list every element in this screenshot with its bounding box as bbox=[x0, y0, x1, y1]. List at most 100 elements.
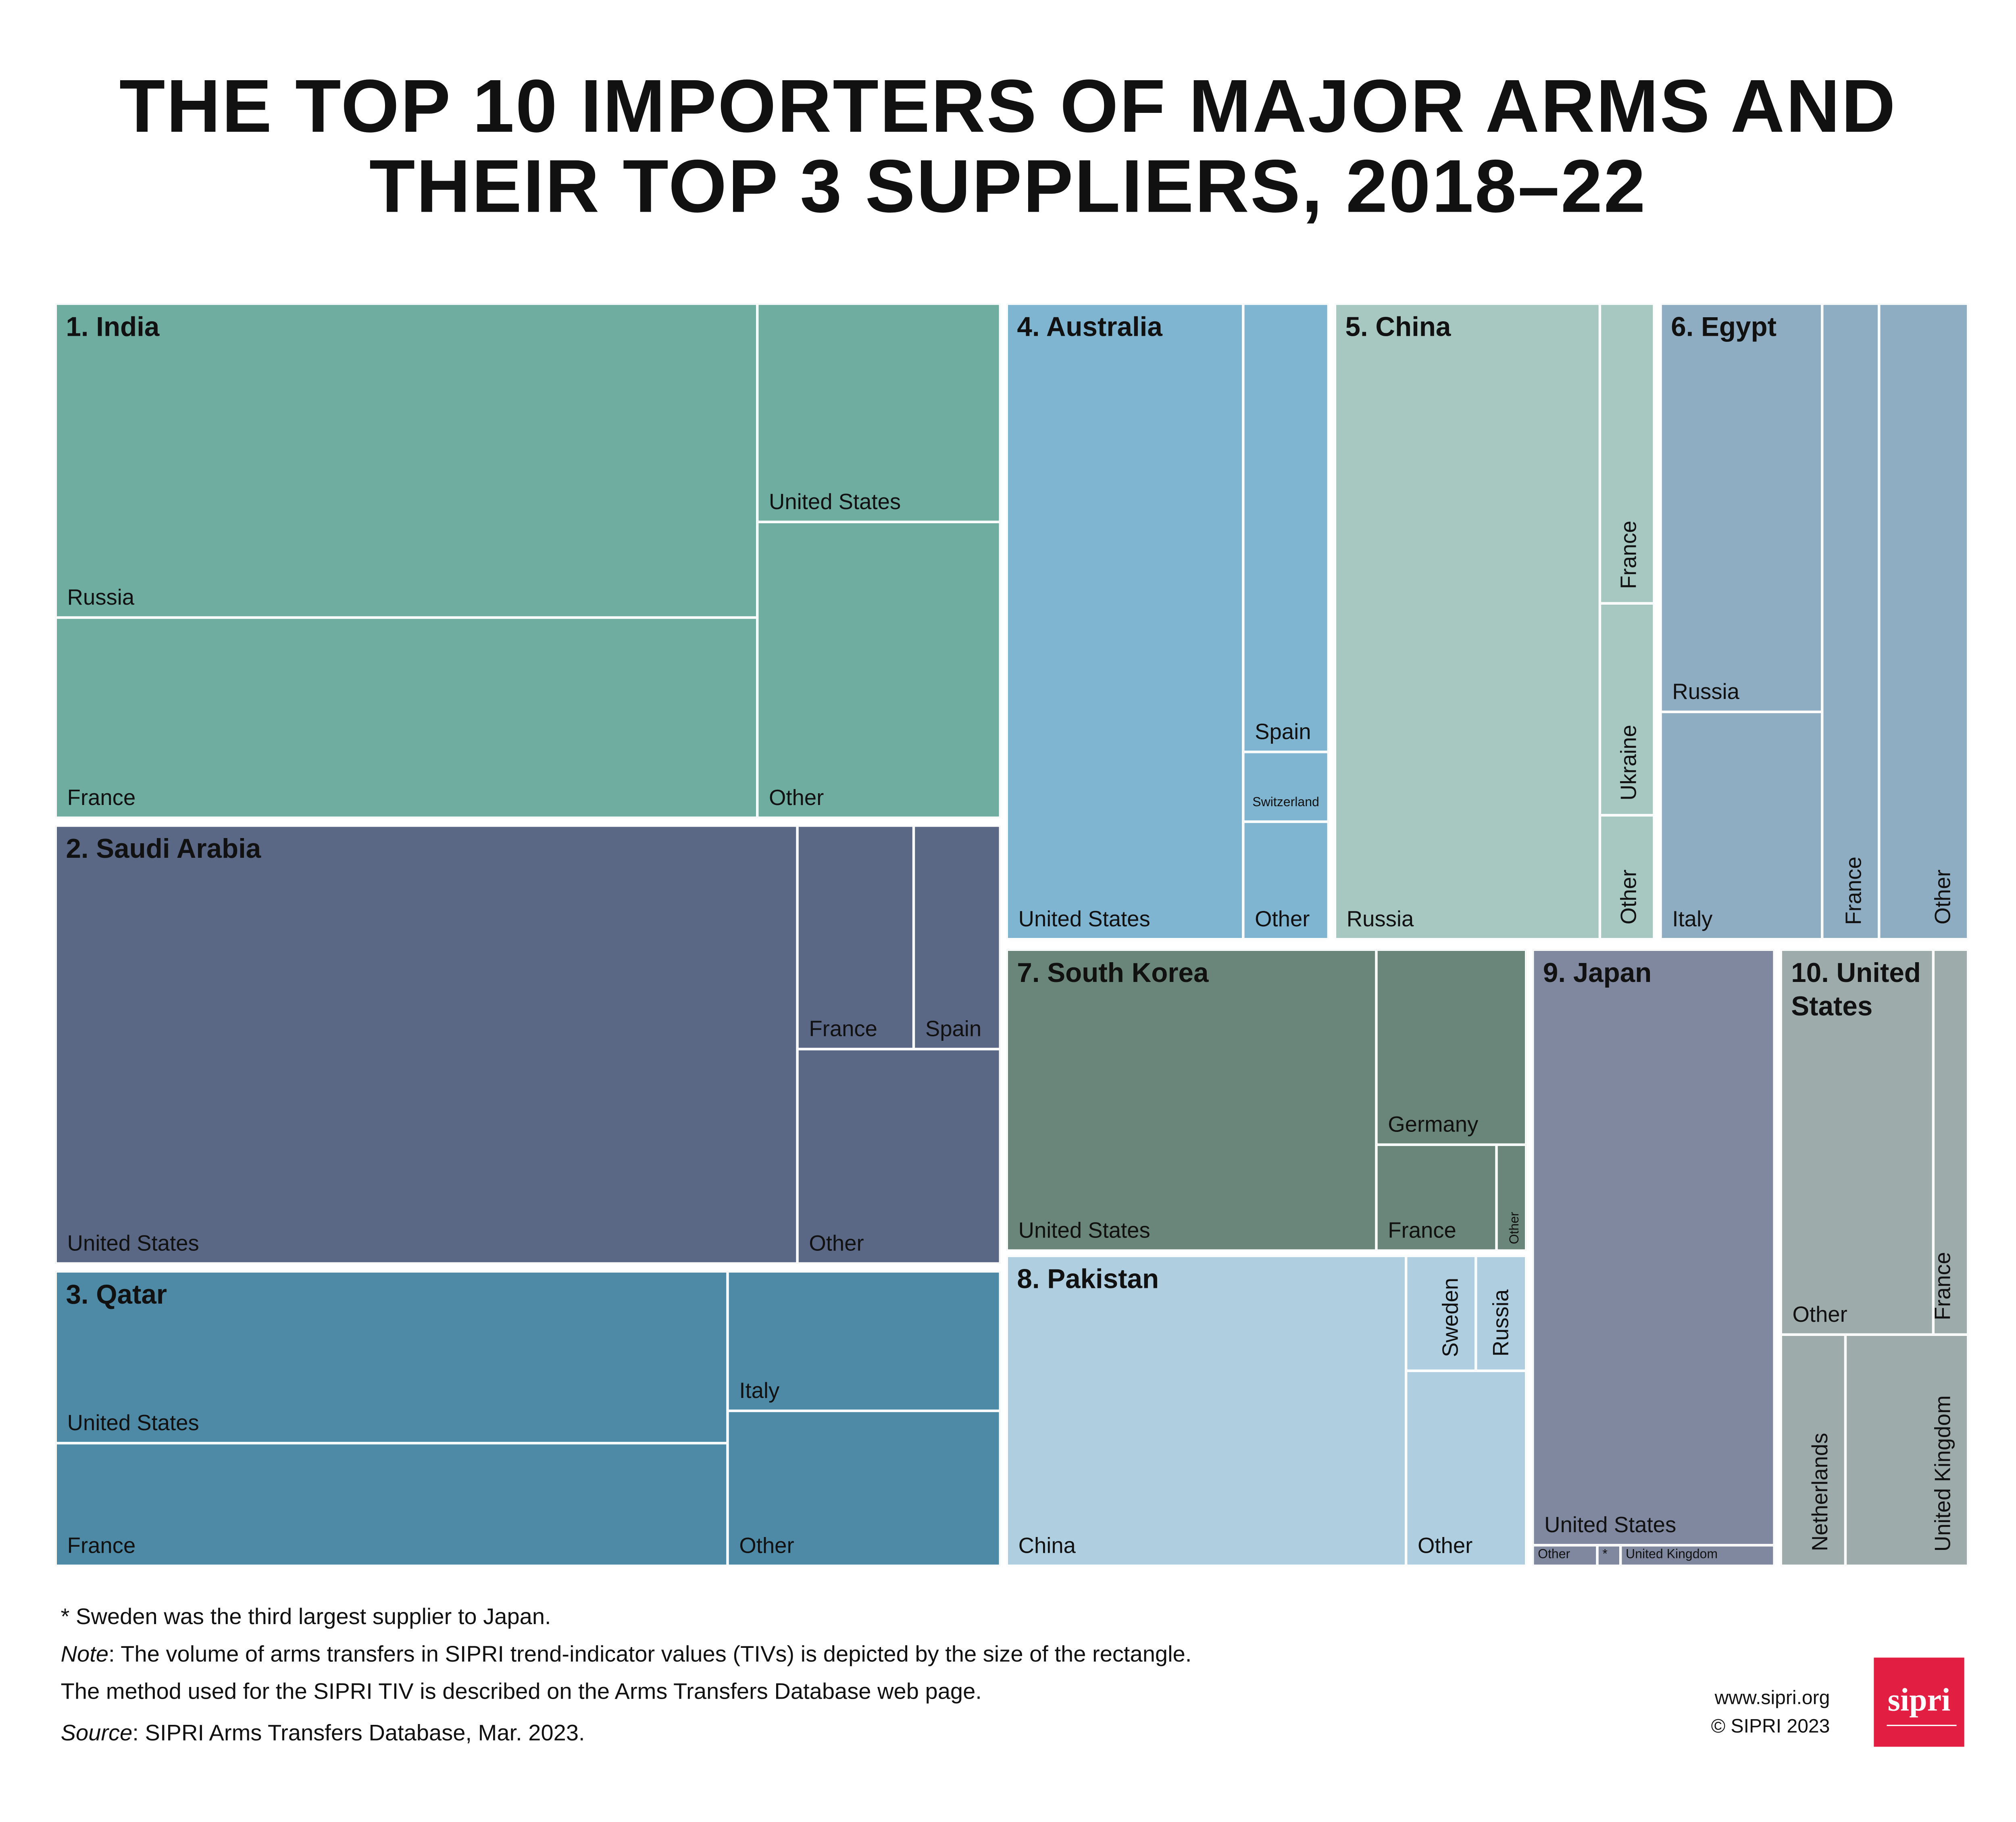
source-label: Source bbox=[60, 1719, 133, 1746]
supplier-label: Russia bbox=[1489, 1289, 1514, 1357]
sipri-logo: sipri bbox=[1874, 1658, 1964, 1747]
supplier-label: Other bbox=[1792, 1302, 1847, 1327]
importer-label: 2. Saudi Arabia bbox=[66, 834, 261, 865]
supplier-label: Russia bbox=[1346, 907, 1414, 932]
supplier-label: Italy bbox=[739, 1378, 780, 1403]
importer-label: 7. South Korea bbox=[1017, 959, 1209, 988]
source-line: Source: SIPRI Arms Transfers Database, M… bbox=[61, 1720, 585, 1747]
treemap-cell: France bbox=[55, 618, 758, 818]
importer-label: 10. United States bbox=[1791, 959, 1921, 1022]
treemap-cell: United States bbox=[1533, 949, 1774, 1545]
note-label: Note bbox=[60, 1641, 109, 1667]
supplier-label: Switzerland bbox=[1252, 796, 1319, 810]
website: www.sipri.org bbox=[1714, 1687, 1830, 1710]
supplier-label: Italy bbox=[1672, 907, 1713, 932]
supplier-label: Other bbox=[1255, 907, 1310, 932]
treemap-cell: Other bbox=[1496, 1144, 1527, 1251]
supplier-label: Other bbox=[1931, 870, 1956, 925]
treemap-cell: Spain bbox=[1243, 304, 1329, 752]
supplier-label: Spain bbox=[1255, 720, 1311, 745]
importer-label: 5. China bbox=[1345, 312, 1451, 343]
treemap-cell: Italy bbox=[1660, 712, 1822, 940]
source-text: : SIPRI Arms Transfers Database, Mar. 20… bbox=[132, 1719, 585, 1746]
asterisk-note: * Sweden was the third largest supplier … bbox=[60, 1603, 551, 1629]
supplier-label: United States bbox=[769, 489, 901, 514]
treemap-cell: France bbox=[1376, 1144, 1497, 1251]
supplier-label: * bbox=[1602, 1547, 1608, 1562]
supplier-label: United States bbox=[67, 1410, 199, 1435]
supplier-label: Other bbox=[1508, 1212, 1522, 1244]
treemap-cell: United States bbox=[1006, 304, 1243, 940]
supplier-label: Ukraine bbox=[1616, 725, 1641, 801]
treemap-cell: France bbox=[797, 826, 914, 1049]
treemap-cell: Russia bbox=[1335, 304, 1600, 940]
treemap-cell: France bbox=[1822, 304, 1879, 940]
note-text: : The volume of arms transfers in SIPRI … bbox=[108, 1641, 1192, 1667]
supplier-label: United Kingdom bbox=[1931, 1395, 1956, 1552]
treemap-cell: Other bbox=[1533, 1545, 1597, 1566]
treemap-cell: Ukraine bbox=[1599, 603, 1654, 815]
supplier-label: France bbox=[1616, 520, 1641, 589]
treemap-cell: Other bbox=[727, 1410, 1000, 1566]
supplier-label: Other bbox=[769, 785, 824, 810]
treemap-cell: France bbox=[55, 1443, 728, 1566]
treemap-cell: Other bbox=[1781, 949, 1933, 1335]
supplier-label: Russia bbox=[67, 585, 135, 610]
supplier-label: France bbox=[1931, 1252, 1956, 1321]
supplier-label: Other bbox=[809, 1231, 864, 1256]
treemap-cell: United Kingdom bbox=[1845, 1334, 1968, 1566]
treemap-cell: * bbox=[1597, 1545, 1621, 1566]
treemap-cell: France bbox=[1931, 949, 1968, 1335]
supplier-label: Other bbox=[739, 1533, 794, 1558]
supplier-label: Russia bbox=[1672, 679, 1739, 704]
importer-label: 9. Japan bbox=[1543, 959, 1652, 988]
treemap-cell: Other bbox=[1599, 815, 1654, 940]
treemap-cell: United States bbox=[757, 304, 1000, 522]
treemap-cell: Netherlands bbox=[1781, 1334, 1845, 1566]
supplier-label: United States bbox=[1018, 1218, 1150, 1243]
title-line-1: THE TOP 10 IMPORTERS OF MAJOR ARMS AND bbox=[119, 64, 1897, 149]
supplier-label: France bbox=[1388, 1218, 1456, 1243]
importer-label: 8. Pakistan bbox=[1017, 1265, 1159, 1295]
treemap-cell: China bbox=[1006, 1256, 1406, 1566]
supplier-label: Netherlands bbox=[1808, 1433, 1833, 1552]
importer-label: 4. Australia bbox=[1017, 312, 1162, 343]
treemap-cell: France bbox=[1599, 304, 1654, 603]
copyright: © SIPRI 2023 bbox=[1711, 1716, 1830, 1738]
treemap-cell: Other bbox=[757, 522, 1000, 818]
supplier-label: United Kingdom bbox=[1626, 1547, 1718, 1562]
treemap-cell: Russia bbox=[1476, 1256, 1527, 1371]
treemap-cell: Switzerland bbox=[1243, 752, 1329, 822]
supplier-label: Spain bbox=[925, 1017, 982, 1042]
importer-label: 6. Egypt bbox=[1671, 312, 1777, 343]
treemap-cell: Other bbox=[1243, 822, 1329, 940]
importer-label: 3. Qatar bbox=[66, 1280, 167, 1310]
treemap-cell: Sweden bbox=[1406, 1256, 1476, 1371]
importer-label: 1. India bbox=[66, 312, 160, 343]
supplier-label: France bbox=[67, 785, 136, 810]
treemap-cell: Russia bbox=[55, 304, 758, 618]
treemap-cell: Russia bbox=[1660, 304, 1822, 712]
chart-title: THE TOP 10 IMPORTERS OF MAJOR ARMS AND T… bbox=[0, 67, 2016, 227]
supplier-label: France bbox=[1841, 857, 1866, 925]
treemap-cell: Germany bbox=[1376, 949, 1527, 1145]
treemap-cell: Spain bbox=[914, 826, 1000, 1049]
supplier-label: Other bbox=[1417, 1533, 1473, 1558]
treemap-cell: Italy bbox=[727, 1271, 1000, 1411]
treemap-cell: Other bbox=[797, 1049, 1000, 1264]
treemap-cell: Other bbox=[1406, 1371, 1527, 1566]
supplier-label: Other bbox=[1616, 870, 1641, 925]
supplier-label: Germany bbox=[1388, 1112, 1479, 1137]
treemap-cell: Other bbox=[1879, 304, 1968, 940]
treemap-cell: United States bbox=[55, 826, 798, 1264]
title-line-2: THEIR TOP 3 SUPPLIERS, 2018–22 bbox=[369, 144, 1647, 229]
note-line-2: The method used for the SIPRI TIV is des… bbox=[60, 1678, 982, 1704]
treemap-cell: United States bbox=[55, 1271, 728, 1443]
supplier-label: United States bbox=[1018, 907, 1150, 932]
treemap-cell: United States bbox=[1006, 949, 1377, 1251]
supplier-label: United States bbox=[1544, 1513, 1677, 1538]
supplier-label: United States bbox=[67, 1231, 199, 1256]
treemap-cell: United Kingdom bbox=[1620, 1545, 1774, 1566]
supplier-label: Other bbox=[1538, 1547, 1570, 1562]
